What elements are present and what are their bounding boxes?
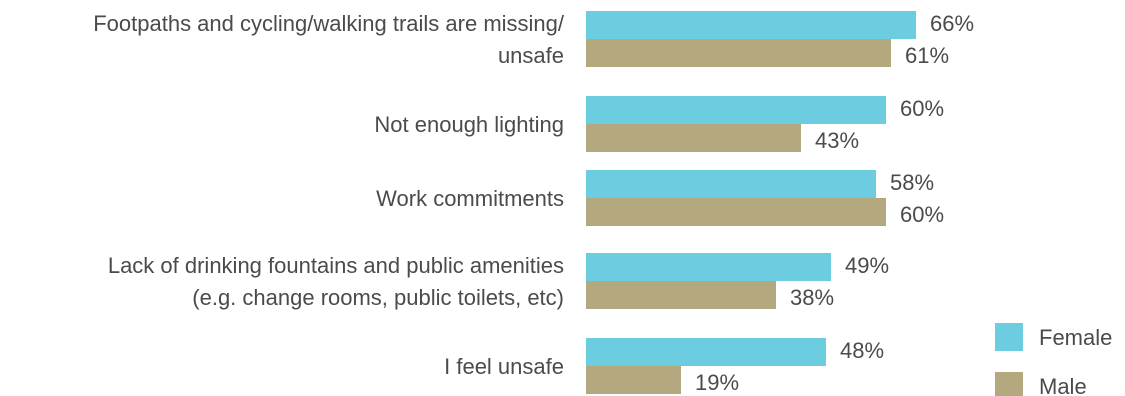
bar-male <box>586 124 801 152</box>
bar-male <box>586 39 891 67</box>
category-label-line: I feel unsafe <box>444 354 564 379</box>
bar-male <box>586 281 776 309</box>
category-label: I feel unsafe <box>444 354 564 379</box>
bar-male <box>586 366 681 394</box>
value-label: 60% <box>900 202 944 227</box>
value-label: 19% <box>695 370 739 395</box>
legend-swatch-male <box>995 372 1023 396</box>
value-label: 38% <box>790 285 834 310</box>
bar-female <box>586 96 886 124</box>
category-label: Work commitments <box>376 186 564 211</box>
value-label: 61% <box>905 43 949 68</box>
category-label-line: Work commitments <box>376 186 564 211</box>
bar-female <box>586 338 826 366</box>
value-label: 48% <box>840 338 884 363</box>
category-label-line: Footpaths and cycling/walking trails are… <box>93 11 565 36</box>
value-label: 60% <box>900 96 944 121</box>
category-label: Not enough lighting <box>374 112 564 137</box>
legend-swatch-female <box>995 323 1023 351</box>
bar-female <box>586 170 876 198</box>
category-label: Lack of drinking fountains and public am… <box>108 253 564 310</box>
legend-label: Male <box>1039 374 1087 396</box>
category-label-line: (e.g. change rooms, public toilets, etc) <box>192 285 564 310</box>
category-label: Footpaths and cycling/walking trails are… <box>93 11 565 68</box>
category-label-line: Not enough lighting <box>374 112 564 137</box>
value-label: 43% <box>815 128 859 153</box>
value-label: 66% <box>930 11 974 36</box>
category-label-line: Lack of drinking fountains and public am… <box>108 253 564 278</box>
bar-female <box>586 253 831 281</box>
category-label-line: unsafe <box>498 43 564 68</box>
bar-female <box>586 11 916 39</box>
value-label: 58% <box>890 170 934 195</box>
value-label: 49% <box>845 253 889 278</box>
bar-male <box>586 198 886 226</box>
legend-label: Female <box>1039 325 1112 350</box>
